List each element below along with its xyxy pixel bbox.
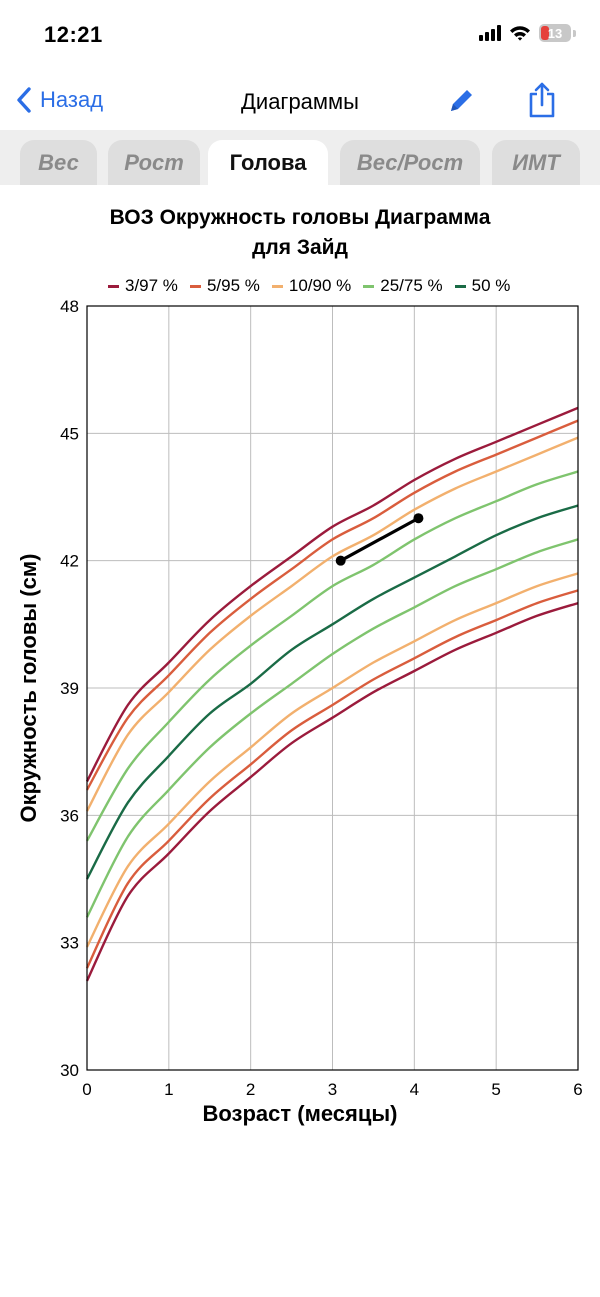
tab-weight[interactable]: Вес bbox=[20, 140, 97, 185]
chart-title-line-1: ВОЗ Окружность головы Диаграмма bbox=[109, 206, 491, 229]
y-tick-labels: 30 33 36 39 42 45 48 bbox=[60, 297, 79, 1080]
wifi-icon bbox=[510, 26, 530, 41]
legend-item: 10/90 % bbox=[271, 276, 352, 296]
chart-title-line-2: для Зайд bbox=[252, 236, 348, 259]
share-button[interactable] bbox=[526, 81, 558, 124]
x-tick-label: 0 bbox=[82, 1080, 91, 1099]
legend-item: 5/95 % bbox=[189, 276, 260, 296]
tab-height[interactable]: Рост bbox=[108, 140, 200, 185]
tab-weight-height[interactable]: Вес/Рост bbox=[340, 140, 480, 185]
y-tick-label: 30 bbox=[60, 1061, 79, 1080]
x-tick-label: 5 bbox=[491, 1080, 500, 1099]
y-tick-label: 45 bbox=[60, 424, 79, 443]
y-tick-label: 39 bbox=[60, 679, 79, 698]
x-tick-label: 6 bbox=[573, 1080, 582, 1099]
chart-legend: 3/97 % 5/95 % 10/90 % 25/75 % 50 % bbox=[108, 276, 510, 296]
x-axis-label: Возраст (месяцы) bbox=[202, 1101, 397, 1126]
measurement-point bbox=[335, 555, 346, 566]
x-tick-label: 4 bbox=[410, 1080, 419, 1099]
status-icons: 13 bbox=[479, 24, 576, 42]
measurement-point bbox=[413, 513, 424, 524]
tab-label: ИМТ bbox=[512, 149, 560, 175]
tab-bmi[interactable]: ИМТ bbox=[492, 140, 580, 185]
y-tick-label: 48 bbox=[60, 297, 79, 316]
legend-swatch bbox=[189, 284, 201, 288]
battery-icon: 13 bbox=[539, 24, 571, 42]
percentile-curve bbox=[85, 538, 579, 918]
y-axis-label: Окружность головы (см) bbox=[16, 554, 41, 823]
chevron-left-icon bbox=[17, 87, 31, 113]
y-tick-label: 33 bbox=[60, 934, 79, 953]
legend-label: 3/97 % bbox=[125, 276, 178, 295]
back-label: Назад bbox=[40, 87, 104, 112]
x-tick-label: 1 bbox=[164, 1080, 173, 1099]
x-tick-label: 3 bbox=[328, 1080, 337, 1099]
legend-item: 25/75 % bbox=[363, 276, 443, 296]
legend-label: 50 % bbox=[471, 276, 511, 295]
x-tick-labels: 0 1 2 3 4 5 6 bbox=[82, 1080, 582, 1099]
share-icon bbox=[529, 82, 555, 118]
back-button[interactable]: Назад bbox=[16, 86, 103, 114]
legend-swatch bbox=[454, 284, 466, 288]
measurement-series bbox=[335, 513, 424, 566]
percentile-curves bbox=[85, 406, 579, 982]
battery-tip bbox=[573, 29, 576, 37]
signal-icon bbox=[479, 25, 501, 41]
measurement-line bbox=[339, 516, 421, 563]
percentile-curve bbox=[85, 572, 579, 948]
tab-label: Вес/Рост bbox=[356, 149, 464, 175]
battery-level: 13 bbox=[547, 25, 563, 41]
legend-label: 10/90 % bbox=[288, 276, 352, 295]
legend-swatch bbox=[363, 284, 375, 288]
nav-bar: Назад Диаграммы bbox=[0, 78, 600, 128]
status-time: 12:21 bbox=[44, 22, 103, 47]
y-tick-label: 36 bbox=[60, 806, 79, 825]
pencil-icon bbox=[451, 90, 472, 111]
tab-head[interactable]: Голова bbox=[208, 140, 328, 185]
percentile-curve bbox=[85, 436, 579, 812]
legend-label: 25/75 % bbox=[380, 276, 443, 295]
legend-swatch bbox=[108, 284, 119, 288]
tab-label: Вес bbox=[38, 149, 79, 175]
legend-item: 50 % bbox=[454, 276, 511, 296]
percentile-curve bbox=[85, 504, 579, 880]
legend-swatch bbox=[271, 284, 283, 288]
percentile-curve bbox=[85, 406, 579, 782]
percentile-curve bbox=[85, 470, 579, 842]
percentile-curve bbox=[85, 589, 579, 969]
nav-title: Диаграммы bbox=[241, 89, 359, 114]
tab-label: Голова bbox=[229, 149, 307, 175]
y-tick-label: 42 bbox=[60, 552, 79, 571]
percentile-curve bbox=[85, 419, 579, 791]
legend-label: 5/95 % bbox=[206, 276, 260, 295]
percentile-curve bbox=[85, 601, 579, 982]
legend-item: 3/97 % bbox=[108, 276, 178, 296]
tab-label: Рост bbox=[124, 149, 184, 175]
x-tick-label: 2 bbox=[246, 1080, 255, 1099]
plot-frame bbox=[86, 305, 579, 1071]
status-bar: 12:21 13 bbox=[0, 0, 600, 70]
edit-button[interactable] bbox=[446, 86, 476, 121]
